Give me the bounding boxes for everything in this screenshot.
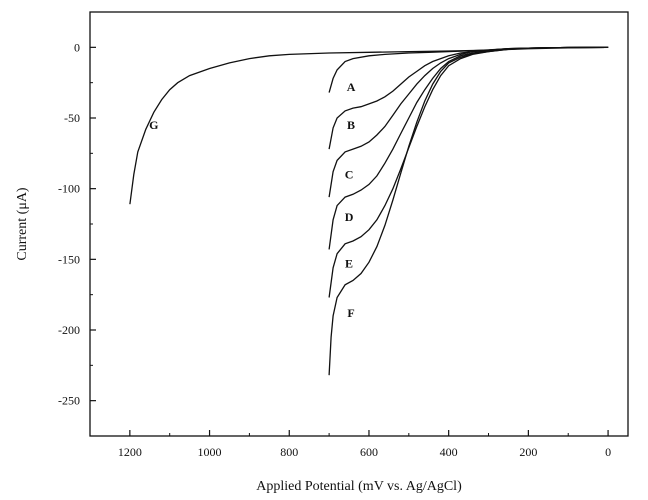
x-tick-label: 0 bbox=[605, 445, 611, 459]
x-tick-label: 1000 bbox=[198, 445, 222, 459]
curve-c bbox=[328, 46, 609, 198]
y-tick-label: 0 bbox=[74, 40, 80, 54]
curve-label-f: F bbox=[347, 306, 354, 320]
x-tick-label: 600 bbox=[360, 445, 378, 459]
ticks: 1200 1000 800 600 400 200 0 0 -50 -100 -150 -200 -25… bbox=[58, 40, 611, 459]
curve-b bbox=[328, 46, 609, 150]
plot-border bbox=[89, 11, 629, 437]
curve-label-d: D bbox=[345, 210, 354, 224]
curves bbox=[129, 46, 609, 376]
y-tick-label: -150 bbox=[58, 252, 80, 266]
curve-label-a: A bbox=[347, 80, 356, 94]
y-tick-label: -250 bbox=[58, 394, 80, 408]
curve-g bbox=[129, 46, 609, 205]
x-tick-label: 800 bbox=[280, 445, 298, 459]
curve-labels: A B C D E F G bbox=[149, 80, 356, 320]
curve-e bbox=[328, 46, 609, 298]
x-tick-label: 200 bbox=[519, 445, 537, 459]
x-tick-label: 400 bbox=[440, 445, 458, 459]
curve-label-c: C bbox=[345, 168, 354, 182]
y-axis-label: Current (μA) bbox=[15, 187, 30, 261]
plot-frame bbox=[89, 11, 629, 437]
x-tick-label: 1200 bbox=[118, 445, 142, 459]
curve-label-e: E bbox=[345, 257, 353, 271]
curve-d bbox=[328, 46, 609, 250]
y-tick-label: -50 bbox=[64, 111, 80, 125]
y-tick-label: -100 bbox=[58, 182, 80, 196]
y-tick-label: -200 bbox=[58, 323, 80, 337]
curve-label-g: G bbox=[149, 118, 158, 132]
curve-label-b: B bbox=[347, 118, 355, 132]
curve-f bbox=[328, 46, 609, 376]
x-axis-label: Applied Potential (mV vs. Ag/AgCl) bbox=[256, 479, 462, 494]
